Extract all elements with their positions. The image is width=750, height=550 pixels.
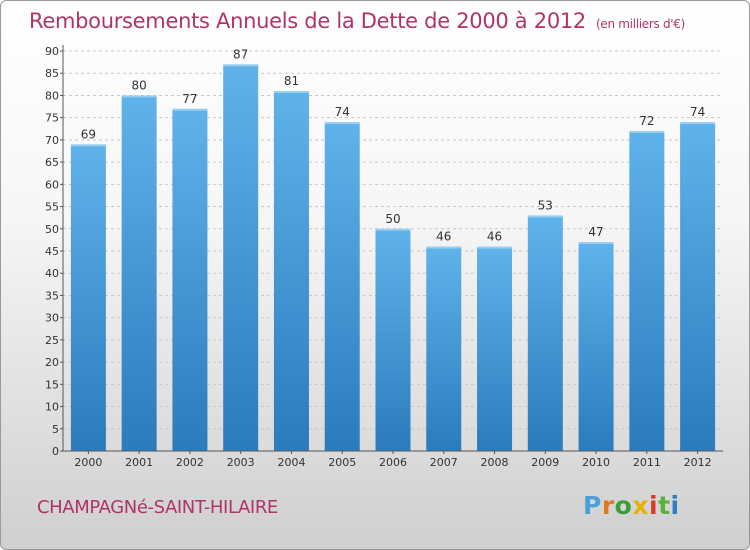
bar xyxy=(273,91,309,451)
logo-letter: i xyxy=(649,491,659,520)
bar xyxy=(121,95,157,451)
logo-letter: t xyxy=(658,491,671,520)
chart-title: Remboursements Annuels de la Dette de 20… xyxy=(29,9,685,33)
value-label: 81 xyxy=(284,74,299,88)
value-label: 46 xyxy=(436,230,451,244)
bar-highlight xyxy=(426,246,462,249)
x-tick-label: 2000 xyxy=(74,456,102,469)
value-label: 74 xyxy=(690,105,705,119)
x-tick-label: 2005 xyxy=(328,456,356,469)
y-tick-label: 40 xyxy=(45,267,59,280)
x-tick-label: 2004 xyxy=(277,456,305,469)
bar xyxy=(426,246,462,451)
value-label: 77 xyxy=(182,92,197,106)
chart-title-text: Remboursements Annuels de la Dette de 20… xyxy=(29,9,586,33)
y-tick-label: 10 xyxy=(45,401,59,414)
value-label: 47 xyxy=(588,225,603,239)
x-tick-label: 2002 xyxy=(176,456,204,469)
x-tick-label: 2011 xyxy=(633,456,661,469)
bar-highlight xyxy=(273,91,309,93)
value-label: 53 xyxy=(538,198,553,212)
y-tick-label: 90 xyxy=(45,45,59,58)
bar-highlight xyxy=(172,108,208,111)
bar xyxy=(680,122,716,451)
value-label: 72 xyxy=(639,114,654,128)
x-tick-label: 2012 xyxy=(684,456,712,469)
logo-letter: x xyxy=(632,491,649,520)
bar xyxy=(375,228,411,451)
y-tick-label: 85 xyxy=(45,67,59,80)
y-tick-label: 0 xyxy=(52,445,59,458)
x-tick-labels: 2000 2001 2002 2003 2004 2005 2006 2007 2008 2009… xyxy=(74,451,712,469)
x-tick-label: 2010 xyxy=(582,456,610,469)
value-label: 50 xyxy=(385,212,400,226)
value-labels: 69 80 77 87 81 74 50 46 46 53 47 72 74 xyxy=(81,47,706,243)
commune-name: CHAMPAGNé-SAINT-HILAIRE xyxy=(37,497,278,518)
x-tick-label: 2003 xyxy=(227,456,255,469)
bar xyxy=(172,108,208,452)
bar-highlight xyxy=(629,131,665,133)
logo-letter: i xyxy=(670,491,680,520)
value-label: 87 xyxy=(233,47,248,61)
bar-highlight xyxy=(375,228,411,231)
logo-letter: P xyxy=(583,491,602,520)
y-tick-label: 65 xyxy=(45,156,59,169)
bar-highlight xyxy=(70,144,106,147)
y-tick-label: 35 xyxy=(45,289,59,302)
bar xyxy=(527,215,563,451)
bar xyxy=(629,131,665,451)
y-tick-label: 70 xyxy=(45,134,59,147)
bar-highlight xyxy=(324,122,360,125)
y-tick-label: 60 xyxy=(45,178,59,191)
y-tick-label: 15 xyxy=(45,378,59,391)
bar-highlight xyxy=(121,95,157,98)
proxiti-logo: Proxiti xyxy=(583,491,680,520)
x-tick-label: 2001 xyxy=(125,456,153,469)
bar-highlight xyxy=(223,64,259,67)
y-tick-label: 20 xyxy=(45,356,59,369)
y-tick-label: 75 xyxy=(45,112,59,125)
y-tick-label: 45 xyxy=(45,245,59,258)
logo-letter: o xyxy=(614,491,633,520)
bar xyxy=(70,144,106,452)
value-label: 46 xyxy=(487,230,502,244)
y-tick-label: 30 xyxy=(45,312,59,325)
bar-highlight xyxy=(680,122,716,125)
bar xyxy=(324,122,360,451)
x-tick-label: 2009 xyxy=(531,456,559,469)
bar-highlight xyxy=(527,215,563,218)
y-tick-label: 55 xyxy=(45,201,59,214)
y-tick-label: 25 xyxy=(45,334,59,347)
x-tick-label: 2008 xyxy=(481,456,509,469)
bar xyxy=(578,242,614,451)
value-label: 74 xyxy=(335,105,350,119)
value-label: 80 xyxy=(132,78,147,92)
bar xyxy=(477,246,513,451)
bar xyxy=(223,64,259,452)
y-tick-label: 50 xyxy=(45,223,59,236)
bars xyxy=(70,64,716,452)
x-tick-label: 2007 xyxy=(430,456,458,469)
y-tick-label: 80 xyxy=(45,89,59,102)
logo-letter: r xyxy=(601,491,615,520)
value-label: 69 xyxy=(81,127,96,141)
x-tick-label: 2006 xyxy=(379,456,407,469)
chart-subtitle: (en milliers d'€) xyxy=(596,17,686,31)
bar-highlight xyxy=(578,242,614,245)
y-tick-labels: 0 5 10 15 20 25 30 35 40 45 50 55 60 65 70 75 80 85 90 xyxy=(45,45,63,458)
y-tick-label: 5 xyxy=(52,423,59,436)
bar-highlight xyxy=(477,246,513,249)
